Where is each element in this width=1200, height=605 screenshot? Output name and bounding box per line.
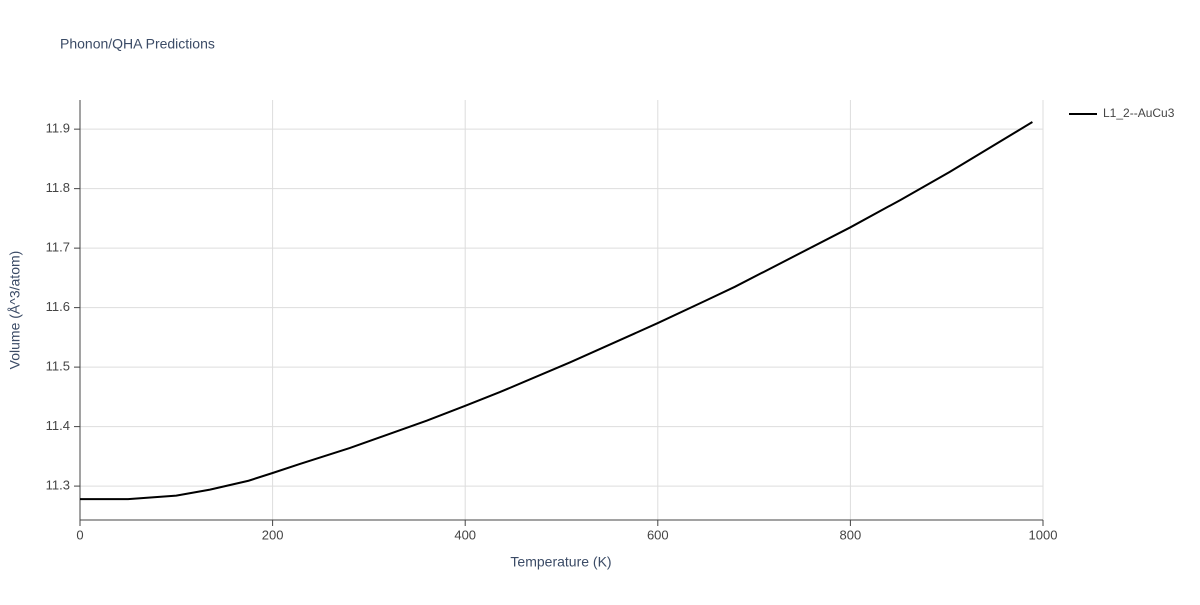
chart-title: Phonon/QHA Predictions — [60, 36, 215, 52]
x-axis-title: Temperature (K) — [510, 554, 611, 570]
y-tick-label: 11.9 — [46, 121, 70, 136]
y-axis-title: Volume (Å^3/atom) — [7, 251, 23, 370]
y-tick-label: 11.5 — [46, 359, 70, 374]
x-tick-label: 1000 — [1029, 527, 1058, 542]
x-tick-label: 0 — [76, 527, 83, 542]
y-tick-label: 11.8 — [46, 180, 70, 195]
x-tick-label: 600 — [647, 527, 669, 542]
y-tick-label: 11.3 — [46, 478, 70, 493]
x-tick-label: 200 — [262, 527, 284, 542]
x-tick-label: 400 — [454, 527, 476, 542]
y-tick-label: 11.7 — [46, 240, 70, 255]
x-tick-label: 800 — [840, 527, 862, 542]
legend-label: L1_2--AuCu3 — [1103, 106, 1175, 120]
y-tick-label: 11.6 — [46, 299, 70, 314]
data-line — [80, 121, 1033, 501]
y-tick-label: 11.4 — [46, 418, 70, 433]
